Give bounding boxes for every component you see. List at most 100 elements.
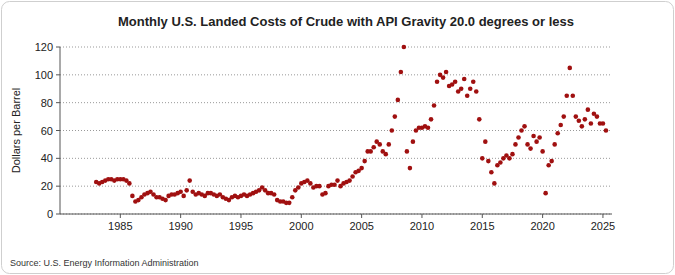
data-point — [335, 178, 340, 183]
x-tick — [180, 214, 181, 218]
data-point — [163, 198, 168, 203]
data-point — [570, 93, 575, 98]
title: Monthly U.S. Landed Costs of Crude with … — [118, 14, 574, 29]
data-point — [558, 123, 563, 128]
y-axis-label: Dollars per Barrel — [10, 88, 22, 174]
grid-line — [60, 130, 612, 131]
x-tick-label: 2000 — [289, 220, 313, 232]
data-point — [405, 149, 410, 154]
frame — [2, 2, 674, 274]
data-point — [465, 93, 470, 98]
grid-line — [60, 74, 612, 75]
y-tick — [56, 158, 60, 159]
x-tick — [482, 214, 483, 218]
x-tick-label: 1985 — [108, 220, 132, 232]
data-point — [577, 118, 582, 123]
data-point — [471, 79, 476, 84]
source: Source: U.S. Energy Information Administ… — [10, 258, 199, 268]
data-point — [580, 124, 585, 129]
y-tick-label: 120 — [35, 41, 53, 53]
y-tick-label: 60 — [41, 125, 53, 137]
data-point — [181, 194, 186, 199]
grid-line — [60, 47, 612, 48]
data-point — [586, 107, 591, 112]
data-point — [390, 128, 395, 133]
data-point — [453, 79, 458, 84]
y-axis — [60, 47, 61, 214]
data-point — [383, 152, 388, 157]
x-tick-label: 2010 — [410, 220, 434, 232]
x-tick-label: 2025 — [591, 220, 615, 232]
x-axis — [60, 214, 612, 215]
data-point — [583, 117, 588, 122]
x-tick — [602, 214, 603, 218]
data-point — [534, 139, 539, 144]
data-point — [393, 114, 398, 119]
data-point — [516, 135, 521, 140]
data-point — [399, 70, 404, 75]
x-tick — [240, 214, 241, 218]
grid-line — [60, 102, 612, 103]
data-point — [552, 142, 557, 147]
data-point — [519, 128, 524, 133]
y-tick — [56, 130, 60, 131]
data-point — [537, 135, 542, 140]
data-point — [601, 121, 606, 126]
data-point — [347, 178, 352, 183]
data-point — [492, 181, 497, 186]
data-point — [477, 117, 482, 122]
data-point — [323, 191, 328, 196]
data-point — [510, 152, 515, 157]
data-point — [468, 86, 473, 91]
data-point — [187, 178, 192, 183]
data-point — [432, 103, 437, 108]
data-point — [589, 121, 594, 126]
data-point — [296, 185, 301, 190]
data-point — [371, 145, 376, 150]
x-tick-label: 1990 — [168, 220, 192, 232]
data-point — [604, 128, 609, 133]
data-point — [498, 160, 503, 165]
x-tick-label: 2005 — [349, 220, 373, 232]
y-tick-label: 20 — [41, 180, 53, 192]
y-tick — [56, 214, 60, 215]
data-point — [377, 142, 382, 147]
data-point — [396, 98, 401, 103]
x-tick — [361, 214, 362, 218]
y-tick — [56, 102, 60, 103]
data-point — [444, 70, 449, 75]
y-tick-label: 80 — [41, 97, 53, 109]
data-point — [308, 181, 313, 186]
x-tick — [301, 214, 302, 218]
x-tick — [120, 214, 121, 218]
y-tick-label: 40 — [41, 152, 53, 164]
grid-line — [60, 214, 612, 215]
data-point — [483, 139, 488, 144]
x-tick-label: 1995 — [229, 220, 253, 232]
data-point — [555, 131, 560, 136]
data-point — [574, 114, 579, 119]
y-tick-label: 100 — [35, 69, 53, 81]
data-point — [317, 184, 322, 189]
data-point — [184, 188, 189, 193]
data-point — [386, 142, 391, 147]
data-point — [595, 114, 600, 119]
data-point — [359, 166, 364, 171]
data-point — [543, 191, 548, 196]
data-point — [480, 156, 485, 161]
data-point — [549, 159, 554, 164]
x-tick — [542, 214, 543, 218]
data-point — [127, 181, 132, 186]
x-tick — [421, 214, 422, 218]
data-point — [332, 182, 337, 187]
data-point — [287, 201, 292, 206]
data-point — [402, 45, 407, 50]
grid-line — [60, 158, 612, 159]
data-point — [411, 139, 416, 144]
data-point — [528, 146, 533, 151]
data-point — [561, 114, 566, 119]
y-tick — [56, 74, 60, 75]
data-point — [522, 124, 527, 129]
x-tick-label: 2015 — [470, 220, 494, 232]
data-point — [272, 192, 277, 197]
